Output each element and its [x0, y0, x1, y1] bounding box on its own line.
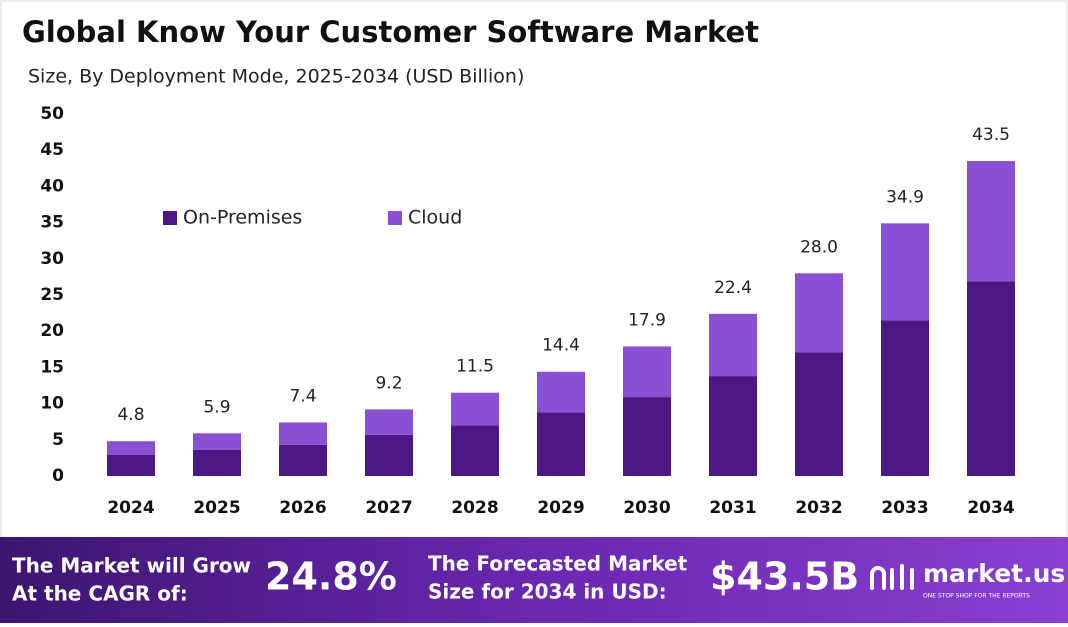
total-label: 14.4	[542, 336, 580, 356]
legend-swatch	[163, 211, 177, 225]
y-tick-label: 25	[40, 285, 64, 305]
plot: 0510152025303540455020244.820255.920267.…	[40, 104, 1015, 518]
bar-segment	[107, 441, 155, 456]
chart-subtitle: Size, By Deployment Mode, 2025-2034 (USD…	[28, 66, 524, 88]
y-tick-label: 35	[40, 213, 64, 233]
bar-segment	[537, 371, 585, 413]
chart-title: Global Know Your Customer Software Marke…	[22, 15, 759, 49]
bar-segment	[107, 455, 155, 476]
x-tick-label: 2028	[451, 498, 498, 518]
x-tick-label: 2030	[623, 498, 670, 518]
total-label: 4.8	[117, 405, 144, 425]
total-label: 17.9	[628, 310, 666, 330]
bar-segment	[451, 392, 499, 426]
bar-segment	[795, 352, 843, 476]
total-label: 7.4	[289, 386, 316, 406]
footer-cagr: 24.8%	[265, 555, 397, 599]
x-tick-label: 2031	[709, 498, 756, 518]
total-label: 34.9	[886, 187, 924, 207]
x-tick-label: 2033	[881, 498, 928, 518]
bar-segment	[881, 320, 929, 476]
bar-segment	[967, 161, 1015, 282]
total-label: 22.4	[714, 278, 752, 298]
footer-forecast-text: The Forecasted Market	[428, 552, 688, 576]
total-label: 11.5	[456, 357, 494, 377]
legend-label: Cloud	[408, 207, 462, 229]
bar-segment	[709, 376, 757, 476]
y-tick-label: 5	[52, 430, 64, 450]
y-tick-label: 45	[40, 140, 64, 160]
bar-segment	[795, 273, 843, 353]
bar-segment	[193, 449, 241, 476]
x-tick-label: 2034	[967, 498, 1014, 518]
bar-segment	[967, 281, 1015, 476]
bar-segment	[709, 313, 757, 377]
bar-segment	[279, 444, 327, 476]
bar-segment	[365, 409, 413, 435]
footer-forecast-text: Size for 2034 in USD:	[428, 580, 667, 604]
total-label: 28.0	[800, 237, 838, 257]
y-tick-label: 15	[40, 357, 64, 377]
bar-segment	[623, 397, 671, 476]
y-tick-label: 20	[40, 321, 64, 341]
total-label: 5.9	[203, 397, 230, 417]
brand-name: market.us	[923, 559, 1065, 588]
footer-cagr-text: At the CAGR of:	[12, 582, 188, 606]
y-tick-label: 10	[40, 394, 64, 414]
y-tick-label: 30	[40, 249, 64, 269]
y-tick-label: 40	[40, 176, 64, 196]
legend-label: On-Premises	[183, 207, 302, 229]
y-tick-label: 50	[40, 104, 64, 124]
x-tick-label: 2025	[193, 498, 240, 518]
x-tick-label: 2026	[279, 498, 326, 518]
total-label: 9.2	[375, 373, 402, 393]
x-tick-label: 2032	[795, 498, 842, 518]
x-tick-label: 2029	[537, 498, 584, 518]
bar-segment	[365, 434, 413, 476]
bar-segment	[193, 433, 241, 450]
bar-segment	[623, 346, 671, 398]
bar-segment	[881, 223, 929, 321]
legend: On-Premises Cloud	[163, 207, 462, 229]
total-label: 43.5	[972, 125, 1010, 145]
y-tick-label: 0	[52, 466, 64, 486]
brand-logo	[870, 564, 914, 590]
x-tick-label: 2024	[107, 498, 154, 518]
bar-segment	[537, 412, 585, 476]
bar-segment	[451, 425, 499, 476]
legend-swatch	[388, 211, 402, 225]
x-tick-label: 2027	[365, 498, 412, 518]
brand-tagline: ONE STOP SHOP FOR THE REPORTS	[923, 593, 1030, 600]
footer-cagr-text: The Market will Grow	[12, 554, 251, 578]
bar-segment	[279, 422, 327, 445]
footer-forecast: $43.5B	[710, 555, 859, 599]
